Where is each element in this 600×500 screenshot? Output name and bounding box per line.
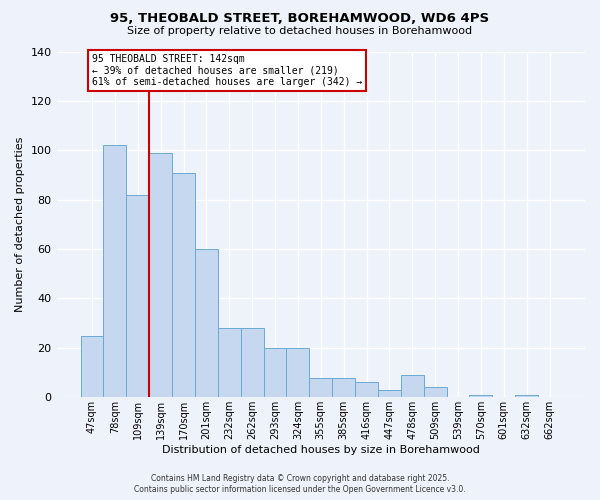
Bar [469,395,493,398]
Text: Contains HM Land Registry data © Crown copyright and database right 2025.
Contai: Contains HM Land Registry data © Crown c… [134,474,466,494]
Bar [103,146,127,398]
Text: 95, THEOBALD STREET, BOREHAMWOOD, WD6 4PS: 95, THEOBALD STREET, BOREHAMWOOD, WD6 4P… [110,12,490,26]
Bar [149,153,172,398]
Bar [401,375,424,398]
Bar [286,348,310,398]
Bar [515,395,538,398]
Bar [355,382,378,398]
Bar [310,378,332,398]
X-axis label: Distribution of detached houses by size in Borehamwood: Distribution of detached houses by size … [162,445,480,455]
Bar [332,378,355,398]
Y-axis label: Number of detached properties: Number of detached properties [15,136,25,312]
Bar [172,172,195,398]
Text: Size of property relative to detached houses in Borehamwood: Size of property relative to detached ho… [127,26,473,36]
Bar [263,348,286,398]
Bar [378,390,401,398]
Bar [80,336,103,398]
Bar [195,249,218,398]
Text: 95 THEOBALD STREET: 142sqm
← 39% of detached houses are smaller (219)
61% of sem: 95 THEOBALD STREET: 142sqm ← 39% of deta… [92,54,362,87]
Bar [241,328,263,398]
Bar [218,328,241,398]
Bar [127,195,149,398]
Bar [424,388,446,398]
